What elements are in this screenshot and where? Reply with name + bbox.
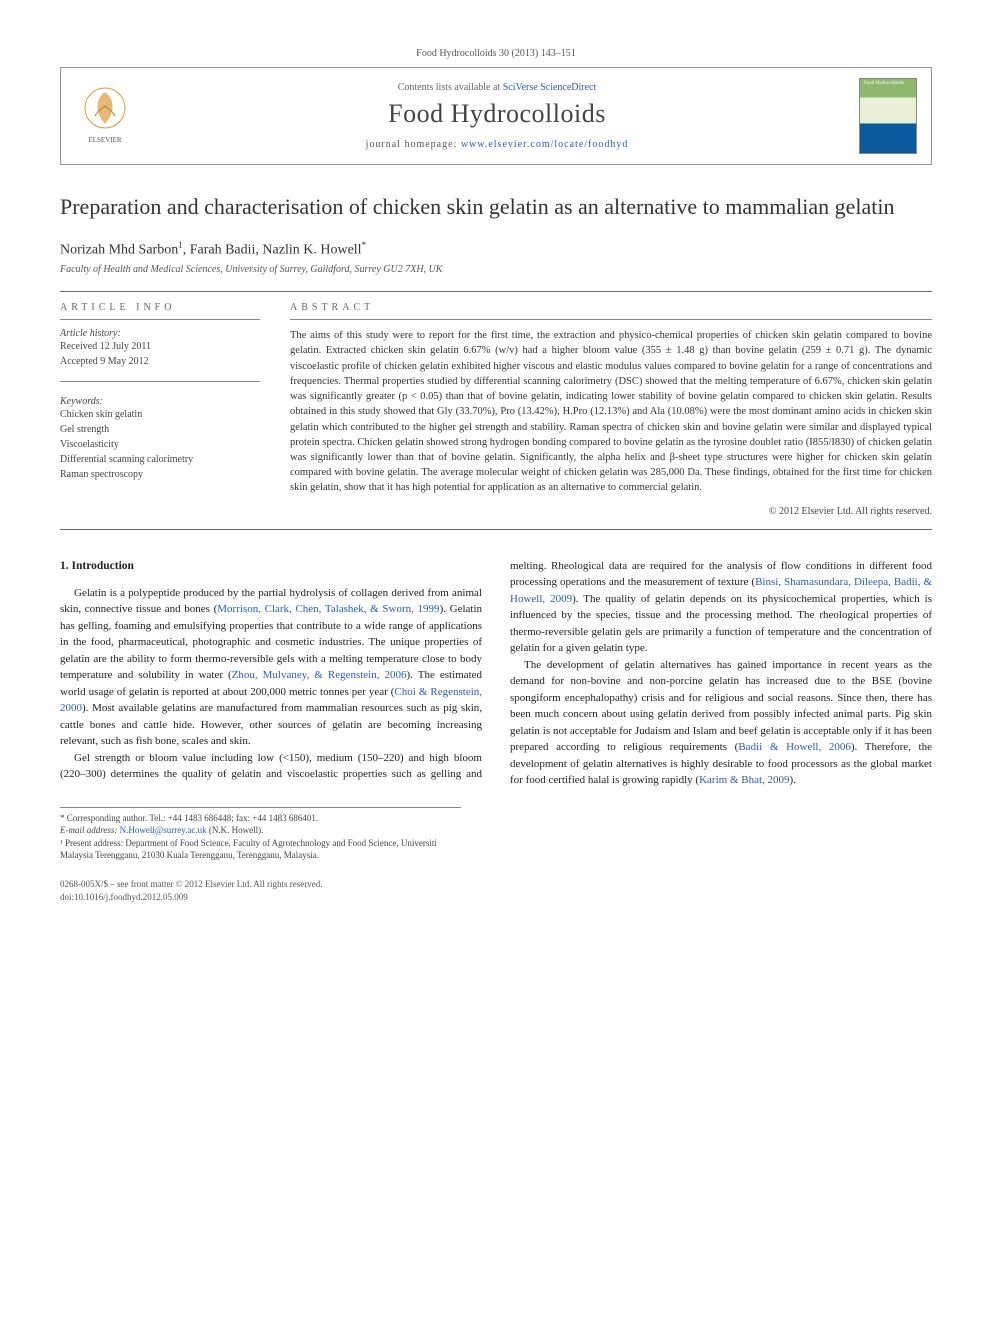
- journal-header: ELSEVIER Contents lists available at Sci…: [60, 67, 932, 165]
- homepage-prefix: journal homepage:: [366, 139, 461, 150]
- intro-paragraph-1: Gelatin is a polypeptide produced by the…: [60, 585, 482, 750]
- received-line: Received 12 July 2011: [60, 339, 260, 354]
- cite-zhou[interactable]: Zhou, Mulvaney, & Regenstein, 2006: [232, 669, 407, 681]
- article-title: Preparation and characterisation of chic…: [60, 193, 932, 222]
- p2b: ). The quality of gelatin depends on its…: [510, 593, 932, 655]
- present-address: ¹ Present address: Department of Food Sc…: [60, 837, 461, 862]
- history-label: Article history:: [60, 328, 260, 339]
- intro-paragraph-3: The development of gelatin alternatives …: [510, 657, 932, 789]
- author-3-sup: *: [362, 240, 367, 250]
- cite-morrison[interactable]: Morrison, Clark, Chen, Talashek, & Sworn…: [217, 603, 439, 615]
- homepage-link[interactable]: www.elsevier.com/locate/foodhyd: [461, 139, 629, 150]
- front-matter-line: 0268-005X/$ – see front matter © 2012 El…: [60, 878, 932, 891]
- corresponding-author: * Corresponding author. Tel.: +44 1483 6…: [60, 812, 461, 825]
- section-1-heading: 1. Introduction: [60, 558, 482, 575]
- sciencedirect-link[interactable]: SciVerse ScienceDirect: [503, 82, 597, 93]
- affiliation: Faculty of Health and Medical Sciences, …: [60, 264, 932, 275]
- citation-text: Food Hydrocolloids 30 (2013) 143–151: [60, 48, 932, 59]
- svg-text:ELSEVIER: ELSEVIER: [88, 136, 121, 144]
- email-suffix: (N.K. Howell).: [207, 825, 264, 835]
- author-1-sup: 1: [178, 240, 183, 250]
- keyword-5: Raman spectroscopy: [60, 467, 260, 482]
- keywords-label: Keywords:: [60, 396, 260, 407]
- journal-cover-thumbnail: Food Hydrocolloids: [859, 78, 917, 154]
- p3a: The development of gelatin alternatives …: [510, 659, 932, 754]
- contents-line: Contents lists available at SciVerse Sci…: [149, 82, 845, 93]
- info-divider-2: [60, 381, 260, 382]
- abstract-copyright: © 2012 Elsevier Ltd. All rights reserved…: [290, 506, 932, 517]
- email-line: E-mail address: N.Howell@surrey.ac.uk (N…: [60, 824, 461, 837]
- body-columns: 1. Introduction Gelatin is a polypeptide…: [60, 558, 932, 789]
- author-3: Nazlin K. Howell: [262, 242, 361, 257]
- email-label: E-mail address:: [60, 825, 120, 835]
- homepage-line: journal homepage: www.elsevier.com/locat…: [149, 139, 845, 150]
- divider-top: [60, 291, 932, 292]
- keyword-2: Gel strength: [60, 422, 260, 437]
- article-info-column: ARTICLE INFO Article history: Received 1…: [60, 302, 260, 516]
- journal-name: Food Hydrocolloids: [149, 99, 845, 129]
- elsevier-logo: ELSEVIER: [75, 82, 135, 150]
- footnotes: * Corresponding author. Tel.: +44 1483 6…: [60, 807, 461, 862]
- doi-line: doi:10.1016/j.foodhyd.2012.05.009: [60, 891, 932, 904]
- keyword-1: Chicken skin gelatin: [60, 407, 260, 422]
- author-1: Norizah Mhd Sarbon: [60, 242, 178, 257]
- cite-badii[interactable]: Badii & Howell, 2006: [738, 741, 851, 753]
- abstract-text: The aims of this study were to report fo…: [290, 328, 932, 495]
- p3c: ).: [790, 774, 796, 786]
- keyword-3: Viscoelasticity: [60, 437, 260, 452]
- p1d: ). Most available gelatins are manufactu…: [60, 702, 482, 747]
- article-info-heading: ARTICLE INFO: [60, 302, 260, 313]
- authors-line: Norizah Mhd Sarbon1, Farah Badii, Nazlin…: [60, 240, 932, 259]
- abstract-column: ABSTRACT The aims of this study were to …: [290, 302, 932, 516]
- header-middle: Contents lists available at SciVerse Sci…: [149, 82, 845, 150]
- abstract-heading: ABSTRACT: [290, 302, 932, 313]
- bottom-meta: 0268-005X/$ – see front matter © 2012 El…: [60, 878, 932, 903]
- abstract-divider: [290, 319, 932, 320]
- accepted-line: Accepted 9 May 2012: [60, 354, 260, 369]
- divider-bottom: [60, 529, 932, 530]
- author-2: Farah Badii: [190, 242, 256, 257]
- keyword-4: Differential scanning calorimetry: [60, 452, 260, 467]
- contents-prefix: Contents lists available at: [398, 82, 503, 93]
- cite-karim[interactable]: Karim & Bhat, 2009: [699, 774, 789, 786]
- info-abstract-row: ARTICLE INFO Article history: Received 1…: [60, 302, 932, 516]
- info-divider-1: [60, 319, 260, 320]
- email-link[interactable]: N.Howell@surrey.ac.uk: [120, 825, 207, 835]
- cover-label: Food Hydrocolloids: [864, 81, 904, 87]
